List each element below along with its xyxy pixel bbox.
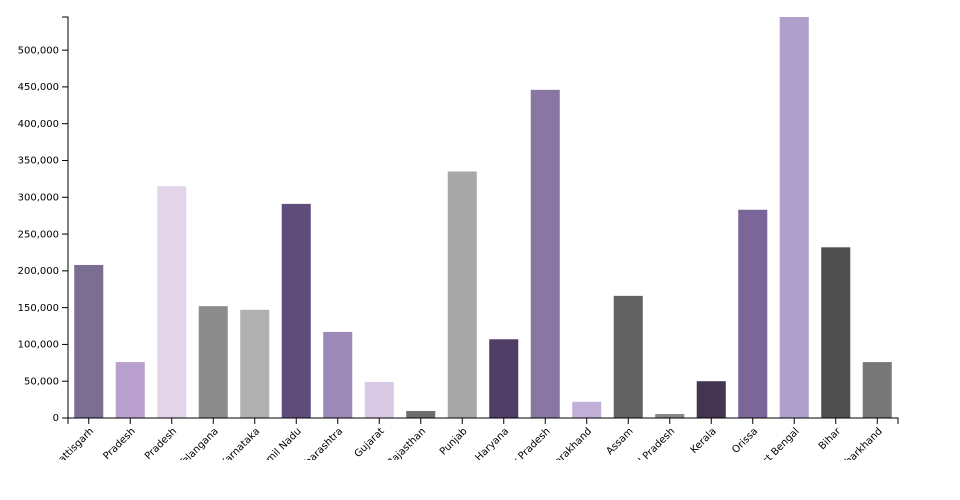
y-tick-label: 300,000 xyxy=(18,192,59,203)
y-tick: 300,000 xyxy=(18,192,68,203)
y-tick: 400,000 xyxy=(18,119,68,130)
x-axis-line xyxy=(67,417,899,424)
x-tick: Bihar xyxy=(817,418,844,452)
bar-haryana xyxy=(489,339,519,418)
bar-bihar xyxy=(821,247,851,418)
y-tick: 250,000 xyxy=(18,229,68,240)
y-tick-label: 400,000 xyxy=(18,119,59,130)
bar-kerala xyxy=(696,381,726,418)
bar-west-bengal xyxy=(779,17,809,418)
x-tick: Haryana xyxy=(473,418,511,460)
x-tick: Karnataka xyxy=(219,418,263,460)
bar-tamil-nadu xyxy=(281,203,311,418)
x-tick: Maharashtra xyxy=(293,418,345,460)
x-tick: Tamil Nadu xyxy=(256,418,304,460)
x-tick: Kerala xyxy=(689,418,719,456)
x-tick: West Bengal xyxy=(750,418,802,460)
y-tick: 100,000 xyxy=(18,340,68,351)
x-tick-label: Kerala xyxy=(689,426,719,456)
x-tick-label: Rajasthan xyxy=(385,426,428,460)
x-tick: Chhattisgarh xyxy=(43,418,96,460)
bar-jharkhand xyxy=(862,362,892,418)
y-tick: 200,000 xyxy=(18,266,68,277)
y-tick: 0 xyxy=(53,413,68,424)
x-tick: Rajasthan xyxy=(385,418,428,460)
bar-andhra-pradesh xyxy=(157,186,187,418)
bars xyxy=(74,17,892,419)
bar-uttar-pradesh xyxy=(530,89,560,419)
bar-rajasthan xyxy=(406,411,436,418)
y-tick-label: 100,000 xyxy=(18,340,59,351)
bar-chhattisgarh xyxy=(74,264,104,418)
bar-karnataka xyxy=(240,309,270,418)
x-tick-label: Uttarakhand xyxy=(542,426,594,460)
y-tick-label: 150,000 xyxy=(18,303,59,314)
x-tick-label: Tamil Nadu xyxy=(256,426,304,460)
y-tick: 150,000 xyxy=(18,303,68,314)
bar-assam xyxy=(613,295,643,418)
x-tick-label: Chhattisgarh xyxy=(43,426,96,460)
y-axis-line xyxy=(62,16,69,419)
bar-uttarakhand xyxy=(572,401,602,418)
bar-maharashtra xyxy=(323,331,353,418)
y-tick-label: 500,000 xyxy=(18,45,59,56)
y-tick-label: 250,000 xyxy=(18,229,59,240)
bar-himachal-pradesh xyxy=(655,413,685,418)
x-tick: Telangana xyxy=(176,418,221,460)
x-tick-label: Haryana xyxy=(473,426,511,460)
x-tick: Orissa xyxy=(730,418,760,456)
bar-punjab xyxy=(447,171,477,418)
y-tick-label: 450,000 xyxy=(18,82,59,93)
x-tick: Uttarakhand xyxy=(542,418,594,460)
y-tick-label: 350,000 xyxy=(18,156,59,167)
x-tick-label: Gujarat xyxy=(353,426,387,460)
x-tick: Gujarat xyxy=(353,418,387,460)
x-tick: Assam xyxy=(604,418,636,457)
x-tick-label: West Bengal xyxy=(750,426,802,460)
bar-madhya-pradesh xyxy=(115,362,145,418)
x-tick-label: Jharkhand xyxy=(841,426,885,460)
x-tick-label: Karnataka xyxy=(219,426,263,460)
x-tick-label: Orissa xyxy=(730,426,760,456)
x-tick: Punjab xyxy=(438,418,470,458)
y-tick: 450,000 xyxy=(18,82,68,93)
x-tick-label: Telangana xyxy=(176,426,220,460)
y-tick: 50,000 xyxy=(24,376,68,387)
y-tick: 350,000 xyxy=(18,156,68,167)
bar-telangana xyxy=(198,306,228,418)
y-tick-label: 0 xyxy=(53,413,59,424)
bar-orissa xyxy=(738,209,768,418)
x-tick-label: Bihar xyxy=(817,425,844,452)
y-tick-label: 200,000 xyxy=(18,266,59,277)
x-tick: Jharkhand xyxy=(841,418,885,460)
y-tick-label: 50,000 xyxy=(24,376,59,387)
y-axis: 0 50,000 100,000 150,000 200,000 250,000 300,0… xyxy=(18,16,69,424)
y-tick: 500,000 xyxy=(18,45,68,56)
x-tick-label: Assam xyxy=(604,426,635,457)
x-tick-label: Punjab xyxy=(438,426,470,458)
bar-gujarat xyxy=(364,381,394,418)
bar-chart: 0 50,000 100,000 150,000 200,000 250,000 300,0… xyxy=(18,16,899,460)
